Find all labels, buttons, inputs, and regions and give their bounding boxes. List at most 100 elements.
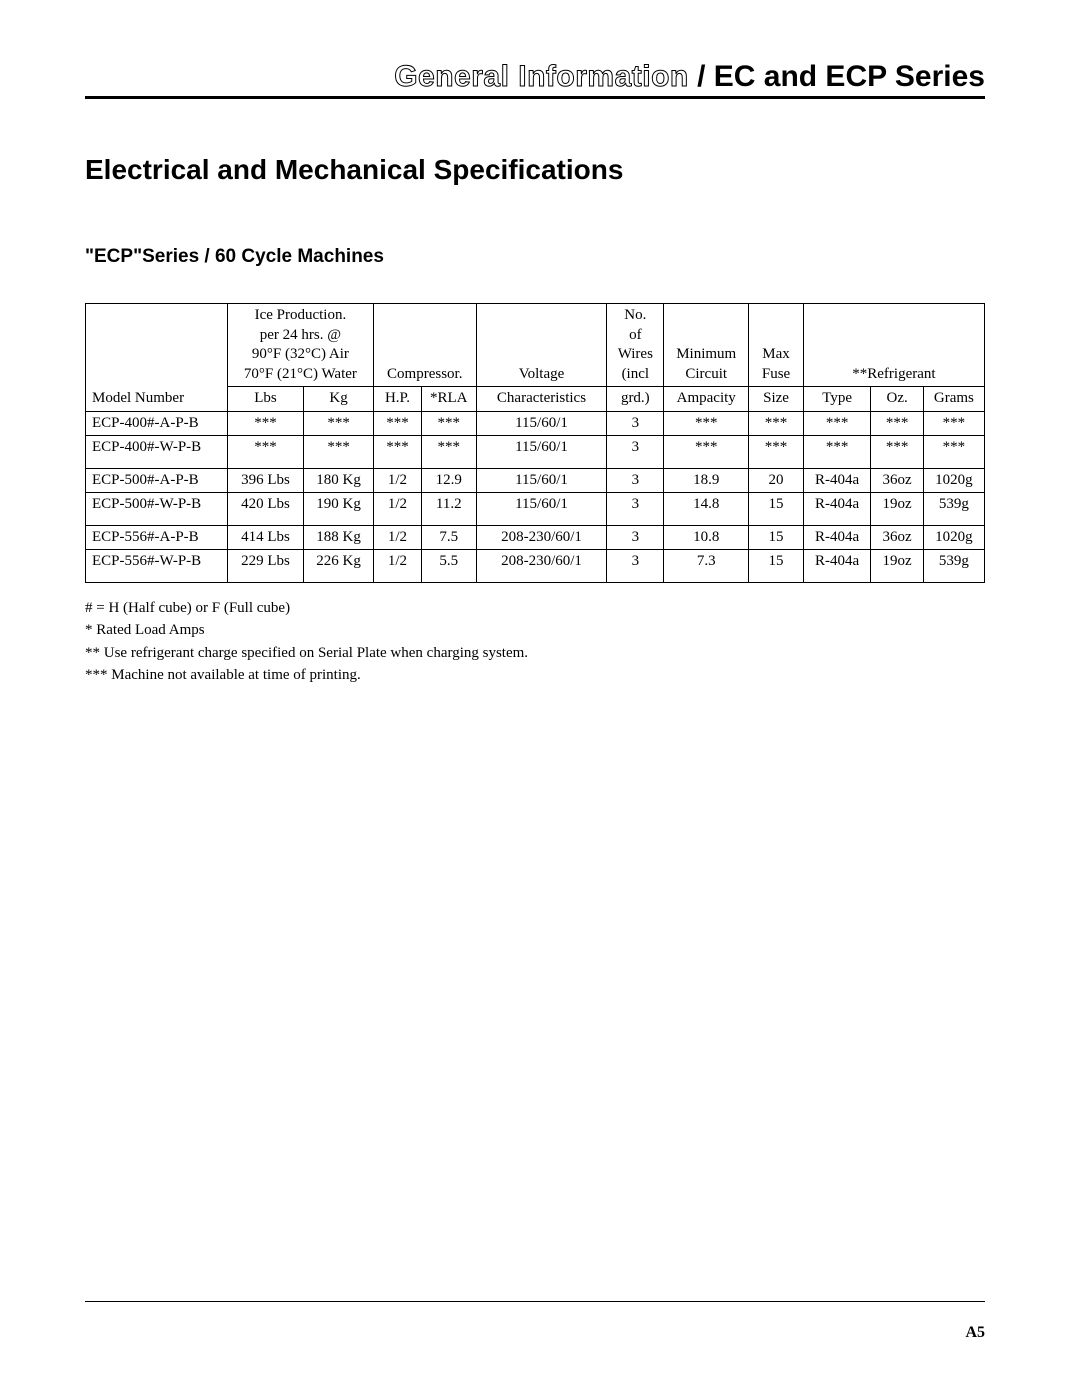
- cell-fuse: 15: [749, 550, 804, 583]
- cell-rla: 12.9: [421, 468, 476, 493]
- col-compressor-header: Compressor.: [373, 304, 476, 387]
- cell-wires: 3: [607, 550, 664, 583]
- cell-oz: 19oz: [871, 493, 923, 526]
- cell-fuse: 15: [749, 493, 804, 526]
- header-outline-text: General Information: [394, 60, 689, 93]
- cell-amp: ***: [664, 411, 749, 436]
- footnote-line: *** Machine not available at time of pri…: [85, 664, 985, 687]
- col-hp-header: H.P.: [373, 387, 421, 412]
- cell-kg: ***: [304, 436, 374, 469]
- cell-type: R-404a: [803, 493, 871, 526]
- cell-rla: ***: [421, 411, 476, 436]
- cell-model: ECP-500#-W-P-B: [86, 493, 228, 526]
- cell-amp: 18.9: [664, 468, 749, 493]
- footnote-line: ** Use refrigerant charge specified on S…: [85, 642, 985, 665]
- cell-kg: 180 Kg: [304, 468, 374, 493]
- table-row: ECP-500#-W-P-B420 Lbs190 Kg1/211.2115/60…: [86, 493, 985, 526]
- header-solid-text: / EC and ECP Series: [689, 60, 985, 93]
- cell-lbs: ***: [227, 411, 303, 436]
- cell-fuse: ***: [749, 411, 804, 436]
- col-ampacity-header: Ampacity: [664, 387, 749, 412]
- cell-rla: 7.5: [421, 525, 476, 550]
- cell-grams: 1020g: [923, 525, 984, 550]
- cell-wires: 3: [607, 468, 664, 493]
- cell-hp: 1/2: [373, 493, 421, 526]
- cell-hp: 1/2: [373, 525, 421, 550]
- section-title: Electrical and Mechanical Specifications: [85, 154, 985, 186]
- cell-model: ECP-400#-A-P-B: [86, 411, 228, 436]
- cell-grams: ***: [923, 411, 984, 436]
- cell-fuse: 20: [749, 468, 804, 493]
- cell-model: ECP-556#-A-P-B: [86, 525, 228, 550]
- col-refrigerant-header: **Refrigerant: [803, 304, 984, 387]
- cell-oz: 19oz: [871, 550, 923, 583]
- cell-volt: 208-230/60/1: [476, 550, 607, 583]
- cell-hp: 1/2: [373, 550, 421, 583]
- cell-grams: 539g: [923, 493, 984, 526]
- col-fuse-header: Size: [749, 387, 804, 412]
- col-type-header: Type: [803, 387, 871, 412]
- cell-lbs: 414 Lbs: [227, 525, 303, 550]
- cell-amp: 10.8: [664, 525, 749, 550]
- cell-grams: ***: [923, 436, 984, 469]
- table-row: ECP-400#-A-P-B************115/60/13*****…: [86, 411, 985, 436]
- page-header: General Information / EC and ECP Series: [85, 60, 985, 99]
- page-number: A5: [965, 1324, 985, 1342]
- cell-type: R-404a: [803, 525, 871, 550]
- cell-oz: 36oz: [871, 468, 923, 493]
- cell-amp: 7.3: [664, 550, 749, 583]
- cell-rla: ***: [421, 436, 476, 469]
- cell-oz: ***: [871, 411, 923, 436]
- cell-wires: 3: [607, 525, 664, 550]
- cell-rla: 11.2: [421, 493, 476, 526]
- cell-model: ECP-500#-A-P-B: [86, 468, 228, 493]
- table-head: Model Number Ice Production. per 24 hrs.…: [86, 304, 985, 412]
- cell-fuse: ***: [749, 436, 804, 469]
- cell-hp: 1/2: [373, 468, 421, 493]
- cell-volt: 115/60/1: [476, 411, 607, 436]
- table-row: ECP-556#-W-P-B229 Lbs226 Kg1/25.5208-230…: [86, 550, 985, 583]
- cell-rla: 5.5: [421, 550, 476, 583]
- col-grd-header: grd.): [607, 387, 664, 412]
- cell-type: ***: [803, 411, 871, 436]
- footnote-line: # = H (Half cube) or F (Full cube): [85, 597, 985, 620]
- col-kg-header: Kg: [304, 387, 374, 412]
- cell-kg: 188 Kg: [304, 525, 374, 550]
- subtitle: "ECP"Series / 60 Cycle Machines: [85, 246, 985, 268]
- cell-amp: 14.8: [664, 493, 749, 526]
- col-max-fuse-header: Max Fuse: [749, 304, 804, 387]
- col-model-header: Model Number: [86, 304, 228, 412]
- spec-table: Model Number Ice Production. per 24 hrs.…: [85, 303, 985, 583]
- cell-kg: 226 Kg: [304, 550, 374, 583]
- col-voltage-header: Voltage: [476, 304, 607, 387]
- table-row: ECP-556#-A-P-B414 Lbs188 Kg1/27.5208-230…: [86, 525, 985, 550]
- cell-kg: ***: [304, 411, 374, 436]
- table-body: ECP-400#-A-P-B************115/60/13*****…: [86, 411, 985, 582]
- cell-type: ***: [803, 436, 871, 469]
- cell-lbs: 420 Lbs: [227, 493, 303, 526]
- footnotes: # = H (Half cube) or F (Full cube) * Rat…: [85, 597, 985, 687]
- cell-hp: ***: [373, 411, 421, 436]
- col-lbs-header: Lbs: [227, 387, 303, 412]
- col-wires-header: No. of Wires (incl: [607, 304, 664, 387]
- col-voltchar-header: Characteristics: [476, 387, 607, 412]
- cell-kg: 190 Kg: [304, 493, 374, 526]
- cell-volt: 208-230/60/1: [476, 525, 607, 550]
- col-min-circuit-header: Minimum Circuit: [664, 304, 749, 387]
- cell-lbs: ***: [227, 436, 303, 469]
- page: General Information / EC and ECP Series …: [0, 0, 1080, 1397]
- footer-rule: [85, 1301, 985, 1302]
- cell-grams: 539g: [923, 550, 984, 583]
- col-oz-header: Oz.: [871, 387, 923, 412]
- cell-wires: 3: [607, 436, 664, 469]
- table-row: ECP-500#-A-P-B396 Lbs180 Kg1/212.9115/60…: [86, 468, 985, 493]
- cell-wires: 3: [607, 493, 664, 526]
- cell-volt: 115/60/1: [476, 468, 607, 493]
- table-row: ECP-400#-W-P-B************115/60/13*****…: [86, 436, 985, 469]
- cell-wires: 3: [607, 411, 664, 436]
- cell-volt: 115/60/1: [476, 436, 607, 469]
- cell-oz: ***: [871, 436, 923, 469]
- cell-volt: 115/60/1: [476, 493, 607, 526]
- cell-oz: 36oz: [871, 525, 923, 550]
- cell-fuse: 15: [749, 525, 804, 550]
